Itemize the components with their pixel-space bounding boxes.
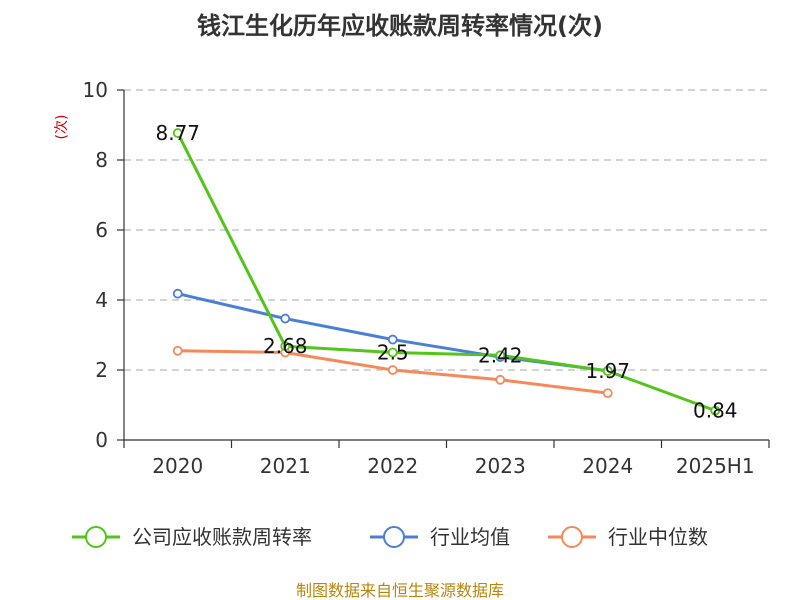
legend-label: 行业均值 bbox=[430, 525, 510, 549]
x-tick-label: 2022 bbox=[367, 454, 418, 478]
grid-lines bbox=[124, 89, 769, 371]
x-tick-label: 2021 bbox=[260, 454, 311, 478]
data-point bbox=[387, 334, 398, 345]
data-labels: 8.77 2.68 2.5 2.42 1.97 0.84 bbox=[155, 121, 737, 423]
data-label: 2.68 bbox=[263, 334, 308, 358]
data-label: 2.5 bbox=[377, 341, 409, 365]
y-tick-label: 6 bbox=[95, 218, 108, 242]
legend-label: 行业中位数 bbox=[608, 525, 708, 549]
data-point bbox=[495, 350, 506, 361]
data-point bbox=[602, 388, 613, 399]
y-tick-label: 10 bbox=[83, 78, 108, 102]
data-point bbox=[172, 128, 183, 138]
y-tick-label: 8 bbox=[95, 148, 108, 172]
data-point bbox=[387, 347, 398, 358]
legend-item: 行业中位数 bbox=[548, 525, 708, 549]
data-point bbox=[495, 374, 506, 385]
data-point bbox=[710, 405, 721, 416]
legend-label: 公司应收账款周转率 bbox=[132, 525, 312, 549]
legend: 公司应收账款周转率 行业均值 行业中位数 bbox=[72, 525, 708, 549]
legend-marker bbox=[561, 526, 583, 548]
legend-item: 公司应收账款周转率 bbox=[72, 525, 312, 549]
data-label: 0.84 bbox=[693, 399, 738, 423]
chart-title: 钱江生化历年应收账款周转率情况(次) bbox=[197, 12, 603, 40]
legend-marker bbox=[85, 526, 107, 548]
data-label: 2.42 bbox=[478, 343, 523, 367]
source-note: 制图数据来自恒生聚源数据库 bbox=[296, 581, 504, 600]
series-layer bbox=[172, 128, 721, 416]
x-axis: 2020 2021 2022 2023 2024 2025H1 bbox=[123, 439, 770, 478]
series-2 bbox=[172, 345, 613, 399]
data-point bbox=[172, 345, 183, 356]
series-line bbox=[176, 132, 716, 413]
y-axis-ticks: 0 2 4 6 8 10 bbox=[83, 78, 125, 452]
series-0 bbox=[172, 128, 721, 416]
data-point bbox=[280, 341, 291, 352]
data-point bbox=[172, 288, 183, 299]
data-label: 8.77 bbox=[155, 121, 200, 145]
data-label: 1.97 bbox=[585, 359, 630, 383]
y-tick-label: 0 bbox=[95, 428, 108, 452]
x-tick-label: 2023 bbox=[475, 454, 526, 478]
x-tick-label: 2020 bbox=[152, 454, 203, 478]
x-tick-label: 2024 bbox=[582, 454, 633, 478]
data-point bbox=[387, 365, 398, 375]
x-tick-label: 2025H1 bbox=[676, 454, 755, 478]
y-axis-label: (次) bbox=[54, 115, 70, 140]
legend-marker bbox=[383, 526, 405, 548]
data-point bbox=[280, 313, 291, 324]
y-tick-label: 2 bbox=[95, 358, 108, 382]
legend-item: 行业均值 bbox=[370, 525, 510, 549]
data-point bbox=[602, 366, 613, 376]
y-tick-label: 4 bbox=[95, 288, 108, 312]
